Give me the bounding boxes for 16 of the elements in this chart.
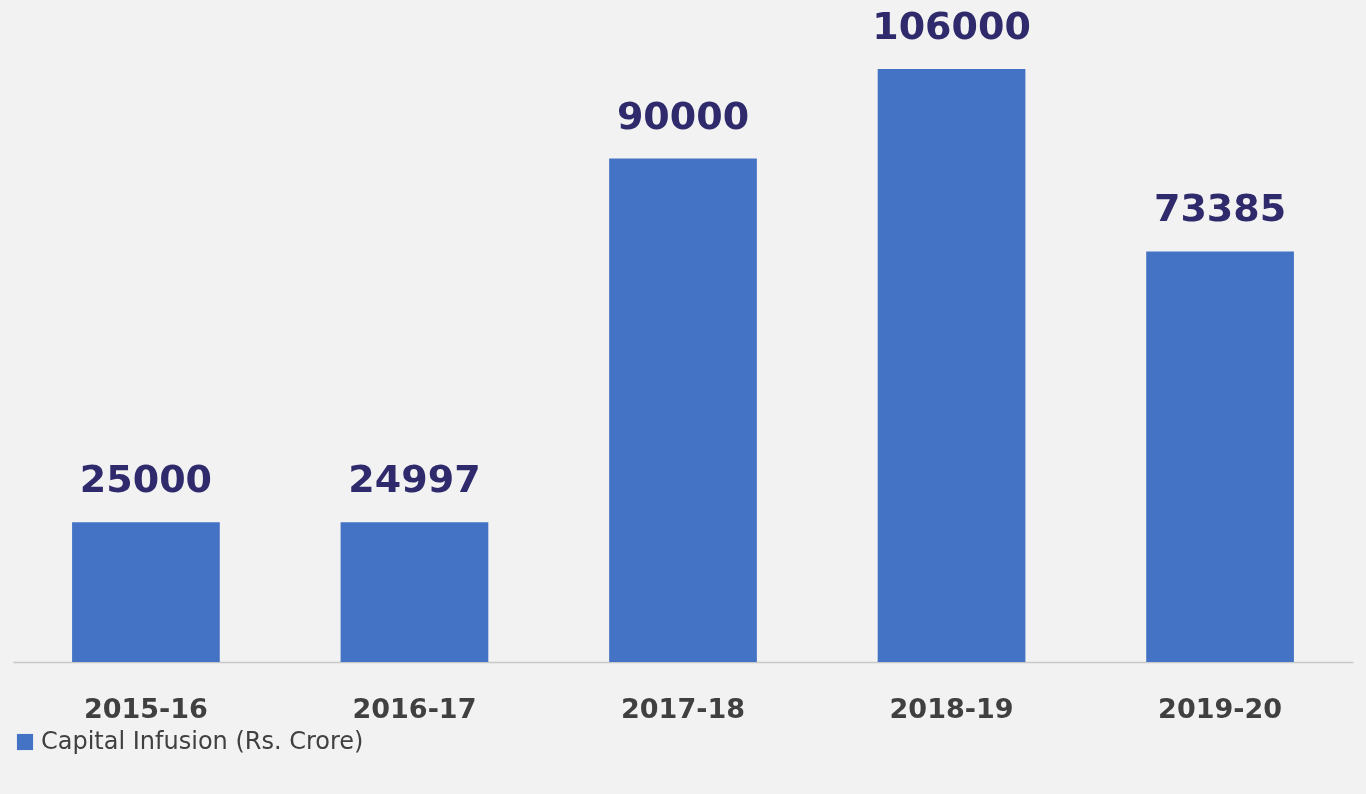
bar <box>72 522 220 662</box>
x-tick-label: 2016-17 <box>352 692 477 724</box>
data-label: 106000 <box>872 4 1031 48</box>
x-tick-label: 2017-18 <box>621 692 745 724</box>
x-tick-label: 2018-19 <box>889 692 1014 724</box>
bar <box>609 158 757 662</box>
data-label: 24997 <box>348 457 481 502</box>
data-label: 25000 <box>79 457 213 502</box>
legend-label: Capital Infusion (Rs. Crore) <box>41 727 364 755</box>
bar <box>877 69 1026 662</box>
x-tick-label: 2019-20 <box>1158 692 1283 724</box>
x-tick-label: 2015-16 <box>83 692 208 724</box>
bar <box>340 522 489 662</box>
bar <box>1146 251 1294 662</box>
data-label: 73385 <box>1153 186 1287 231</box>
data-label: 90000 <box>616 93 750 138</box>
